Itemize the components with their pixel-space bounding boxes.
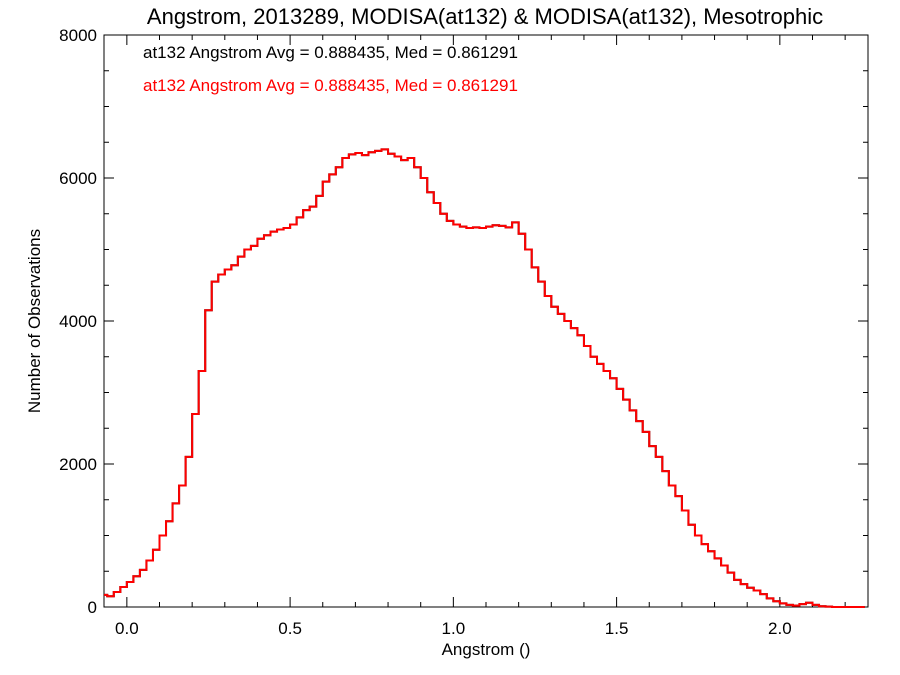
series-line-1 (104, 148, 865, 608)
x-tick-label: 0.5 (278, 619, 302, 638)
x-tick-label: 1.5 (605, 619, 629, 638)
y-tick-label: 0 (88, 598, 97, 617)
y-axis-label: Number of Observations (25, 229, 44, 413)
x-tick-label: 1.0 (442, 619, 466, 638)
plot-area: 0.0 0.5 1.0 1.5 2.0 0 2000 4000 6000 8000 (59, 26, 869, 638)
plot-frame (103, 34, 869, 608)
series-line-0 (104, 148, 865, 608)
y-tick-label: 8000 (59, 26, 97, 45)
x-tick-label: 0.0 (115, 619, 139, 638)
x-axis-label: Angstrom () (442, 640, 531, 659)
annotation-black: at132 Angstrom Avg = 0.888435, Med = 0.8… (143, 43, 518, 62)
y-tick-label: 4000 (59, 312, 97, 331)
y-tick-label: 6000 (59, 169, 97, 188)
chart-title: Angstrom, 2013289, MODISA(at132) & MODIS… (147, 4, 823, 29)
x-tick-label: 2.0 (768, 619, 792, 638)
y-tick-label: 2000 (59, 455, 97, 474)
annotation-red: at132 Angstrom Avg = 0.888435, Med = 0.8… (143, 76, 518, 95)
